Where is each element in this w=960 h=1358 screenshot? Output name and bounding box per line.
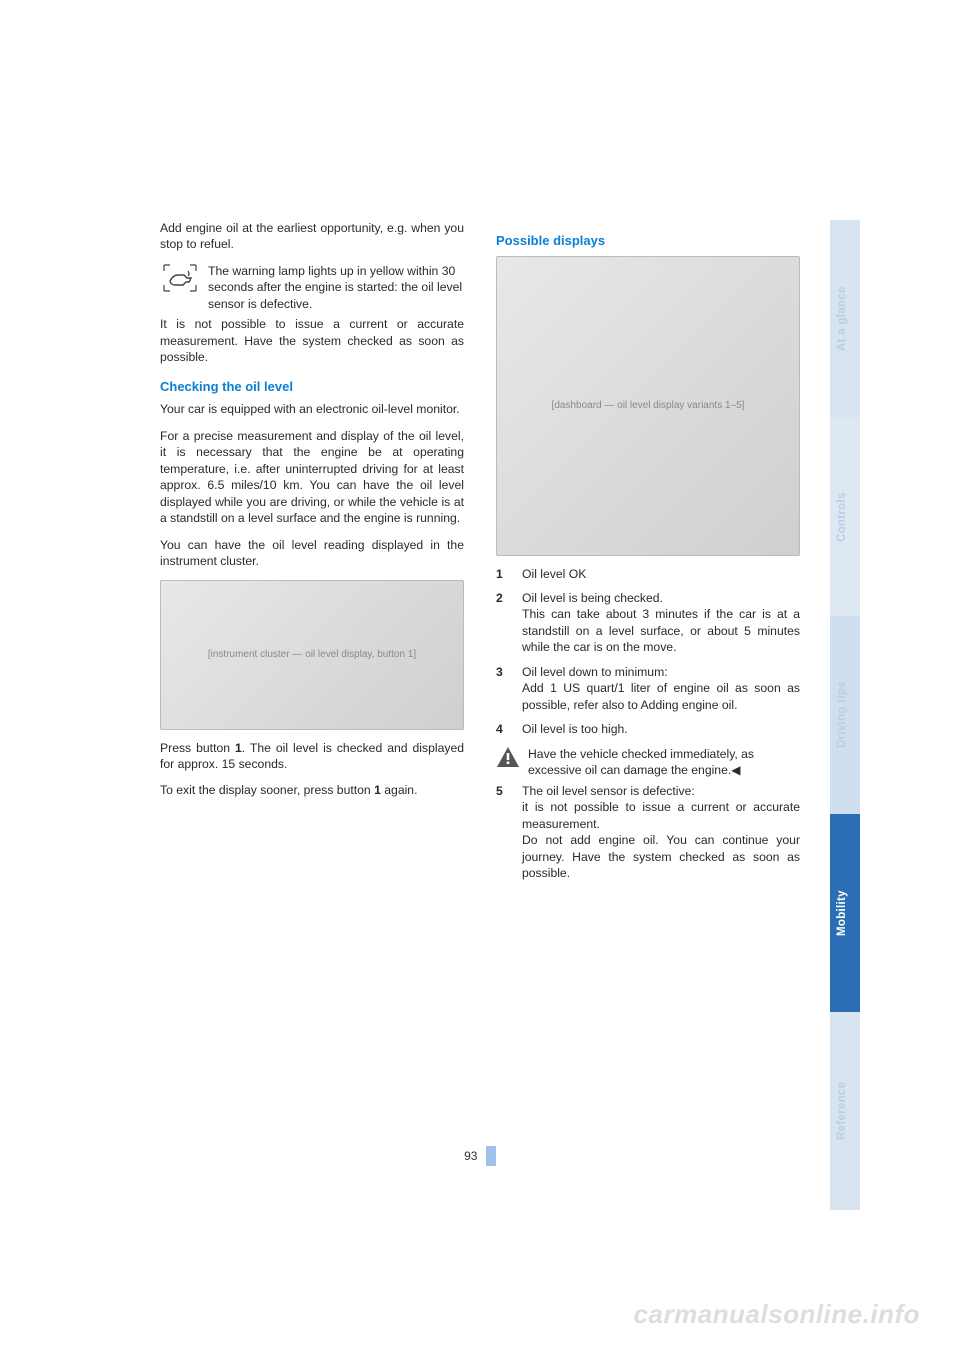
image-caption-2: [dashboard — oil level display variants … [552, 399, 745, 413]
exit-display-text: To exit the display sooner, press button… [160, 782, 464, 798]
image-caption-1: [instrument cluster — oil level display,… [208, 648, 416, 662]
display-list-cont: 5 The oil level sensor is defective: it … [496, 783, 800, 882]
caution-text: Have the vehicle checked immediately, as… [528, 746, 800, 779]
item-lead: Oil level is being checked. [522, 591, 663, 605]
heading-checking-oil: Checking the oil level [160, 378, 464, 396]
oil-warning-icon [160, 263, 200, 293]
tab-reference[interactable]: Reference [830, 1012, 860, 1210]
item-lead: Oil level down to minimum: [522, 665, 668, 679]
caution-block: Have the vehicle checked immediately, as… [496, 746, 800, 779]
item-sub-2: Do not add engine oil. You can continue … [522, 832, 800, 881]
display-item-5: 5 The oil level sensor is defective: it … [496, 783, 800, 882]
display-list: 1 Oil level OK 2 Oil level is being chec… [496, 566, 800, 738]
check-para-2: For a precise measurement and display of… [160, 428, 464, 527]
warning-lamp-text: The warning lamp lights up in yellow wit… [208, 263, 464, 312]
manual-page: Add engine oil at the earliest opportuni… [0, 0, 960, 1358]
press-button-text: Press button 1. The oil level is checked… [160, 740, 464, 773]
page-number-wrap: 93 [0, 1146, 960, 1166]
display-item-2: 2 Oil level is being checked. This can t… [496, 590, 800, 656]
item-sub: it is not possible to issue a current or… [522, 799, 800, 832]
item-number: 4 [496, 721, 510, 737]
check-para-1: Your car is equipped with an electronic … [160, 401, 464, 417]
item-body: Oil level is too high. [522, 721, 800, 737]
page-marker [486, 1146, 496, 1166]
item-body: Oil level OK [522, 566, 800, 582]
left-column: Add engine oil at the earliest opportuni… [160, 220, 464, 890]
tab-at-a-glance[interactable]: At a glance [830, 220, 860, 418]
item-sub: This can take about 3 minutes if the car… [522, 606, 800, 655]
page-number: 93 [464, 1149, 477, 1163]
check-para-3: You can have the oil level reading displ… [160, 537, 464, 570]
heading-possible-displays: Possible displays [496, 232, 800, 250]
item-body: The oil level sensor is defective: it is… [522, 783, 800, 882]
item-lead: The oil level sensor is defective: [522, 784, 695, 798]
side-tabs: At a glance Controls Driving tips Mobili… [830, 220, 860, 1210]
page-content: Add engine oil at the earliest opportuni… [160, 220, 800, 890]
item-body: Oil level is being checked. This can tak… [522, 590, 800, 656]
item-number: 3 [496, 664, 510, 713]
possible-displays-image: [dashboard — oil level display variants … [496, 256, 800, 556]
tab-mobility[interactable]: Mobility [830, 814, 860, 1012]
item-sub: Add 1 US quart/1 liter of engine oil as … [522, 680, 800, 713]
instrument-cluster-image: [instrument cluster — oil level display,… [160, 580, 464, 730]
warning-lamp-block: The warning lamp lights up in yellow wit… [160, 263, 464, 312]
right-column: Possible displays [dashboard — oil level… [496, 220, 800, 890]
display-item-4: 4 Oil level is too high. [496, 721, 800, 737]
watermark: carmanualsonline.info [634, 1299, 920, 1330]
display-item-1: 1 Oil level OK [496, 566, 800, 582]
tab-controls[interactable]: Controls [830, 418, 860, 616]
display-item-3: 3 Oil level down to minimum: Add 1 US qu… [496, 664, 800, 713]
intro-text: Add engine oil at the earliest opportuni… [160, 220, 464, 253]
item-number: 5 [496, 783, 510, 882]
warning-triangle-icon [496, 746, 520, 772]
tab-driving-tips[interactable]: Driving tips [830, 616, 860, 814]
item-number: 1 [496, 566, 510, 582]
item-body: Oil level down to minimum: Add 1 US quar… [522, 664, 800, 713]
warning-followup: It is not possible to issue a current or… [160, 316, 464, 365]
item-number: 2 [496, 590, 510, 656]
